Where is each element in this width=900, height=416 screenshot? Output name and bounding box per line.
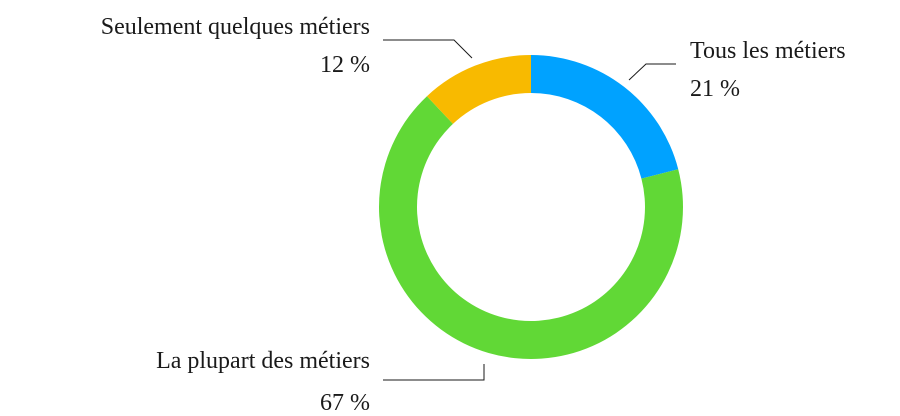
slice-value-seulement-quelques-metiers: 12 % [320,52,370,78]
slices-layer [379,55,683,359]
slice-value-tous-les-metiers: 21 % [690,76,740,102]
leader-line-seulement-quelques-metiers [383,39,473,59]
slice-seulement-quelques-metiers [426,55,531,124]
leader-line-la-plupart-des-metiers [383,364,485,381]
slice-label-seulement-quelques-metiers: Seulement quelques métiers [101,14,370,40]
slice-label-la-plupart-des-metiers: La plupart des métiers [156,348,370,374]
labels-layer: Tous les métiers 21 % La plupart des métie… [101,14,846,416]
leaders-layer [383,39,676,381]
slice-label-tous-les-metiers: Tous les métiers [690,38,846,64]
leader-line-tous-les-metiers [628,63,676,81]
slice-tous-les-metiers [531,55,679,179]
slice-value-la-plupart-des-metiers: 67 % [320,390,370,416]
slice-la-plupart-des-metiers [379,96,683,359]
